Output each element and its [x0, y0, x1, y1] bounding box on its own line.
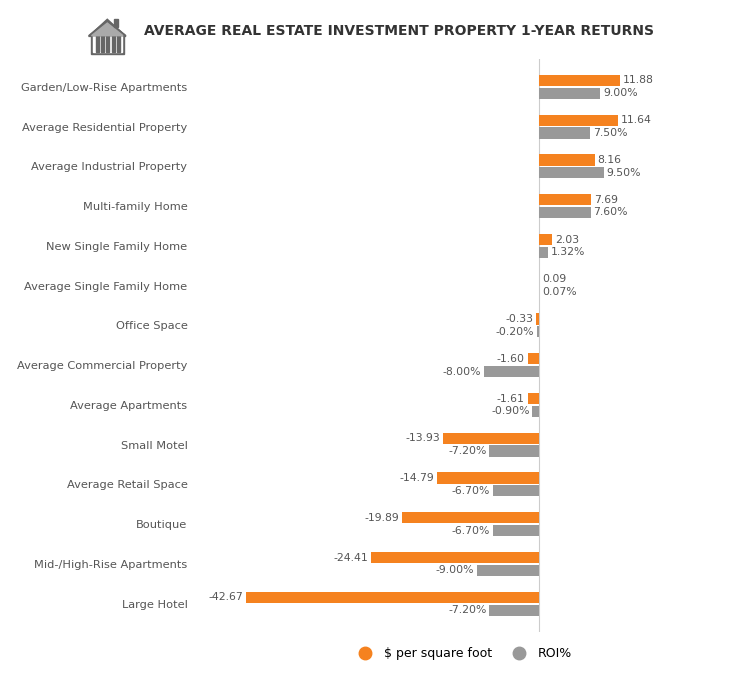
- Bar: [538, 87, 600, 99]
- Legend: $ per square foot, ROI%: $ per square foot, ROI%: [347, 643, 577, 666]
- Text: 7.69: 7.69: [594, 195, 618, 205]
- Text: 1.32%: 1.32%: [550, 247, 585, 257]
- Text: 9.50%: 9.50%: [606, 168, 641, 178]
- Text: -1.61: -1.61: [497, 393, 525, 403]
- Text: 2.03: 2.03: [555, 235, 579, 244]
- Bar: [489, 446, 538, 457]
- Bar: [492, 485, 538, 496]
- Bar: [443, 433, 538, 444]
- Polygon shape: [89, 20, 126, 35]
- Text: -6.70%: -6.70%: [452, 486, 490, 496]
- Bar: [106, 35, 109, 52]
- Bar: [101, 35, 104, 52]
- Text: -9.00%: -9.00%: [436, 566, 474, 575]
- Bar: [437, 473, 538, 484]
- Text: -1.60: -1.60: [497, 354, 525, 364]
- Text: -13.93: -13.93: [406, 433, 441, 443]
- Bar: [117, 35, 120, 52]
- Bar: [538, 194, 591, 205]
- Bar: [538, 128, 590, 139]
- Text: -14.79: -14.79: [400, 473, 434, 483]
- Text: -0.33: -0.33: [505, 314, 534, 324]
- Text: -24.41: -24.41: [334, 552, 368, 563]
- Bar: [489, 604, 538, 616]
- Bar: [90, 34, 124, 53]
- Bar: [93, 35, 122, 52]
- Bar: [537, 326, 538, 337]
- Bar: [538, 167, 604, 178]
- Bar: [538, 115, 618, 126]
- Text: -19.89: -19.89: [364, 513, 399, 523]
- Bar: [114, 19, 118, 27]
- Bar: [538, 75, 620, 86]
- Text: 0.09: 0.09: [542, 274, 566, 285]
- Bar: [536, 314, 538, 325]
- Bar: [477, 565, 538, 576]
- Text: 11.64: 11.64: [621, 115, 652, 125]
- Bar: [483, 366, 538, 377]
- Bar: [538, 207, 590, 218]
- Text: 7.60%: 7.60%: [593, 208, 628, 217]
- Bar: [96, 35, 99, 52]
- Text: 8.16: 8.16: [597, 155, 621, 165]
- Bar: [538, 234, 553, 245]
- Bar: [371, 552, 538, 563]
- Bar: [538, 246, 547, 257]
- Bar: [402, 512, 538, 523]
- Bar: [538, 155, 595, 166]
- Polygon shape: [92, 23, 123, 35]
- Text: 9.00%: 9.00%: [603, 88, 638, 98]
- Text: -7.20%: -7.20%: [448, 446, 486, 456]
- Text: -8.00%: -8.00%: [443, 366, 481, 377]
- Text: AVERAGE REAL ESTATE INVESTMENT PROPERTY 1-YEAR RETURNS: AVERAGE REAL ESTATE INVESTMENT PROPERTY …: [144, 24, 654, 38]
- Text: -0.20%: -0.20%: [496, 327, 535, 337]
- Bar: [492, 525, 538, 536]
- Bar: [112, 35, 114, 52]
- Text: -7.20%: -7.20%: [448, 605, 486, 615]
- Text: 11.88: 11.88: [623, 76, 654, 85]
- Bar: [532, 406, 538, 417]
- Text: -42.67: -42.67: [209, 593, 243, 602]
- Text: -6.70%: -6.70%: [452, 525, 490, 536]
- Bar: [528, 393, 538, 404]
- Text: 0.07%: 0.07%: [542, 287, 576, 297]
- Bar: [528, 353, 538, 364]
- Text: -0.90%: -0.90%: [491, 406, 529, 416]
- Text: 7.50%: 7.50%: [593, 128, 627, 138]
- Polygon shape: [89, 19, 126, 36]
- Bar: [246, 592, 538, 603]
